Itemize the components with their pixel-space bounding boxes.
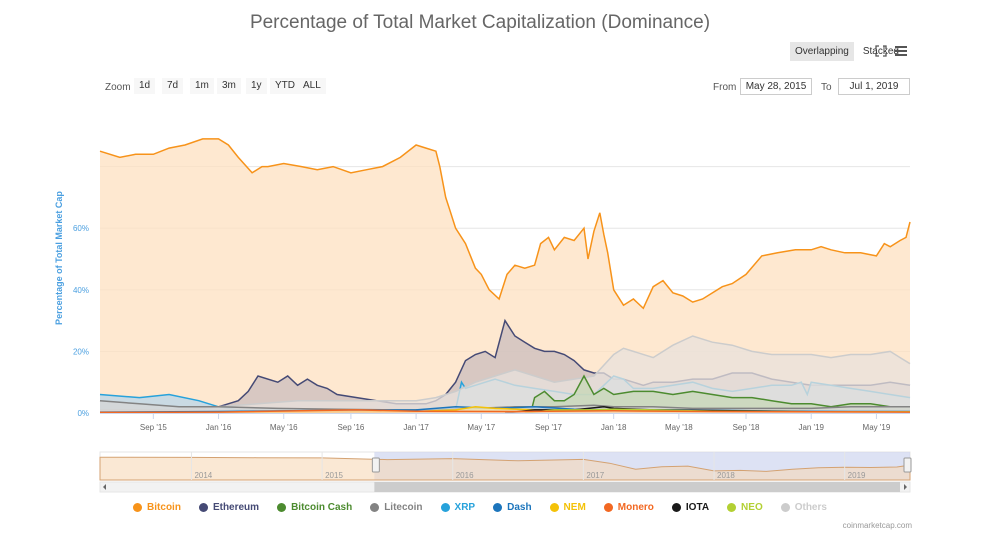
legend-dot-icon: [493, 503, 503, 512]
overlapping-button[interactable]: Overlapping: [789, 42, 854, 61]
zoom-7d-button[interactable]: 7d: [162, 78, 184, 94]
fullscreen-icon[interactable]: [874, 44, 888, 58]
legend-dot-icon: [727, 503, 737, 512]
to-label: To: [821, 82, 832, 93]
navigator-handle[interactable]: [371, 457, 380, 473]
x-tick-label: May '19: [863, 423, 891, 432]
x-tick-label: Sep '18: [733, 423, 760, 432]
legend-label: NEO: [741, 502, 763, 513]
legend-dot-icon: [133, 503, 143, 512]
legend-item-litecoin[interactable]: Litecoin: [370, 502, 423, 513]
x-tick-label: May '18: [665, 423, 693, 432]
navigator[interactable]: 2014 2015 2016 2017 2018 2019: [99, 451, 912, 493]
to-date-input[interactable]: Jul 1, 2019: [838, 78, 910, 95]
legend-label: Bitcoin Cash: [291, 502, 353, 513]
chart-area: 0% 20% 40% 60% Sep '15 Jan '16 May '16 Sep '16 J…: [54, 138, 912, 493]
zoom-1y-button[interactable]: 1y: [246, 78, 267, 94]
legend-item-xrp[interactable]: XRP: [440, 502, 476, 513]
navigator-year-label: 2015: [325, 471, 343, 480]
bitcoin-cash-area: [530, 376, 910, 413]
y-tick-label: 40%: [73, 286, 89, 295]
legend-item-nem[interactable]: NEM: [549, 502, 586, 513]
navigator-handle[interactable]: [903, 457, 912, 473]
x-tick-label: Sep '15: [140, 423, 167, 432]
y-tick-label: 20%: [73, 347, 89, 356]
scroll-right-icon[interactable]: [904, 484, 907, 490]
bitcoin-cash-line: [529, 374, 910, 414]
y-tick-label: 60%: [73, 224, 89, 233]
x-tick-label: Jan '17: [403, 423, 429, 432]
legend: Bitcoin Ethereum Bitcoin Cash Litecoin XRP Da…: [0, 502, 960, 513]
legend-item-iota[interactable]: IOTA: [671, 502, 710, 513]
legend-dot-icon: [671, 503, 681, 512]
monero-area: [100, 409, 910, 413]
scroll-left-icon[interactable]: [103, 484, 106, 490]
zoom-3m-button[interactable]: 3m: [217, 78, 241, 94]
legend-dot-icon: [277, 503, 287, 512]
legend-dot-icon: [440, 503, 450, 512]
legend-item-dash[interactable]: Dash: [493, 502, 532, 513]
legend-item-bitcoin-cash[interactable]: Bitcoin Cash: [277, 502, 352, 513]
legend-dot-icon: [198, 503, 208, 512]
navigator-year-label: 2019: [848, 471, 866, 480]
legend-label: Ethereum: [212, 502, 260, 513]
legend-dot-icon: [549, 503, 559, 512]
axes: 0% 20% 40% 60% Sep '15 Jan '16 May '16 Sep '16 J…: [73, 224, 910, 432]
legend-dot-icon: [780, 503, 790, 512]
y-tick-label: 0%: [77, 409, 89, 418]
bitcoin-line: [99, 138, 911, 310]
from-label: From: [713, 82, 737, 93]
zoom-all-button[interactable]: ALL: [298, 78, 326, 94]
display-mode-group: Overlapping Stacked: [789, 42, 904, 61]
navigator-series: [99, 456, 911, 481]
legend-label: Others: [794, 502, 827, 513]
chart-title: Percentage of Total Market Capitalizatio…: [249, 12, 711, 33]
legend-label: NEM: [563, 502, 586, 513]
navigator-year-label: 2016: [456, 471, 474, 480]
credit: coinmarketcap.com: [842, 521, 912, 530]
stacked-button[interactable]: Stacked: [862, 46, 899, 57]
navigator-year-label: 2018: [717, 471, 735, 480]
x-tick-label: Jan '19: [798, 423, 824, 432]
litecoin-line: [99, 399, 910, 411]
x-tick-label: Jan '18: [601, 423, 627, 432]
navigator-year-label: 2014: [194, 471, 212, 480]
scrollbar-thumb[interactable]: [374, 482, 900, 492]
x-tick-label: May '16: [270, 423, 298, 432]
others-line: [100, 335, 911, 411]
legend-dot-icon: [603, 503, 613, 512]
legend-label: Litecoin: [384, 502, 423, 513]
legend-label: Monero: [617, 502, 654, 513]
legend-item-monero[interactable]: Monero: [603, 502, 654, 513]
x-tick-label: Sep '17: [535, 423, 562, 432]
monero-line: [99, 409, 911, 414]
legend-item-bitcoin[interactable]: Bitcoin: [133, 502, 181, 513]
legend-dot-icon: [370, 503, 380, 512]
legend-item-neo[interactable]: NEO: [727, 502, 763, 513]
from-date-input[interactable]: May 28, 2015: [740, 78, 812, 95]
series-layer: [99, 138, 911, 414]
zoom-1m-button[interactable]: 1m: [190, 78, 214, 94]
legend-item-others[interactable]: Others: [780, 502, 827, 513]
x-tick-label: Jan '16: [206, 423, 232, 432]
zoom-label: Zoom: [105, 82, 131, 93]
nem-area: [100, 406, 910, 413]
legend-label: Bitcoin: [147, 502, 181, 513]
x-tick-label: May '17: [467, 423, 495, 432]
x-tick-label: Sep '16: [337, 423, 364, 432]
menu-icon[interactable]: [894, 44, 908, 58]
y-axis-title: Percentage of Total Market Cap: [54, 191, 64, 325]
legend-item-ethereum[interactable]: Ethereum: [198, 502, 260, 513]
legend-label: Dash: [507, 502, 532, 513]
navigator-year-label: 2017: [586, 471, 604, 480]
zoom-1d-button[interactable]: 1d: [134, 78, 156, 94]
zoom-ytd-button[interactable]: YTD: [270, 78, 300, 94]
legend-label: IOTA: [685, 502, 710, 513]
legend-label: XRP: [454, 502, 476, 513]
